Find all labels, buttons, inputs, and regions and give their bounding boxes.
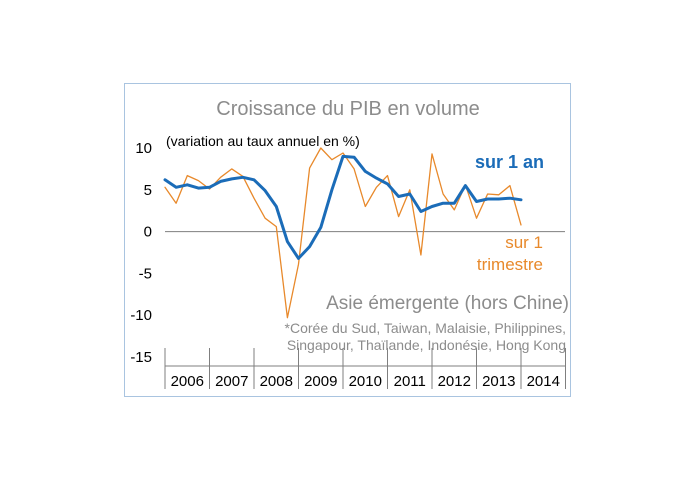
- x-tick-label: 2008: [260, 373, 293, 390]
- chart-subtitle: (variation au taux annuel en %): [166, 133, 360, 149]
- series-line-sur-1-an: [163, 154, 523, 260]
- region-annotation: Asie émergente (hors Chine): [326, 293, 569, 314]
- series-label-sur-1-an: sur 1 an: [475, 152, 544, 172]
- chart-svg: Croissance du PIB en volume (variation a…: [130, 98, 569, 390]
- y-tick-label: -5: [139, 265, 152, 282]
- x-tick-label: 2012: [438, 373, 471, 390]
- y-tick-label: 10: [135, 140, 152, 157]
- x-tick-label: 2009: [304, 373, 337, 390]
- x-tick-label: 2010: [349, 373, 382, 390]
- y-tick-label: -10: [130, 307, 152, 324]
- x-tick-label: 2014: [527, 373, 560, 390]
- axes: 10 5 0 -5 -10 -15 2006 2007 2008 2009 2010 2011 2012…: [130, 140, 566, 390]
- country-note-line1: *Corée du Sud, Taiwan, Malaisie, Philipp…: [285, 320, 566, 336]
- series-layer: [163, 147, 523, 319]
- country-note-line2: Singapour, Thaïlande, Indonésie, Hong Ko…: [287, 337, 566, 353]
- y-tick-label: -15: [130, 349, 152, 366]
- y-tick-label: 0: [144, 224, 152, 241]
- x-tick-label: 2006: [171, 373, 204, 390]
- series-label-trimestre-line1: sur 1: [505, 233, 543, 252]
- series-label-trimestre-line2: trimestre: [477, 255, 543, 274]
- chart-title: Croissance du PIB en volume: [216, 98, 479, 120]
- x-tick-label: 2007: [215, 373, 248, 390]
- y-tick-label: 5: [144, 182, 152, 199]
- chart-frame: Croissance du PIB en volume (variation a…: [124, 83, 571, 397]
- x-tick-label: 2011: [394, 373, 426, 390]
- x-tick-label: 2013: [482, 373, 515, 390]
